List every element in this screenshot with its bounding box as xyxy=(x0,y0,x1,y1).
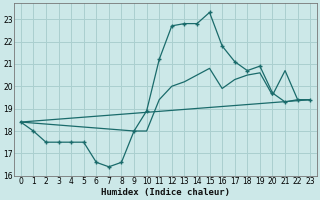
X-axis label: Humidex (Indice chaleur): Humidex (Indice chaleur) xyxy=(101,188,230,197)
